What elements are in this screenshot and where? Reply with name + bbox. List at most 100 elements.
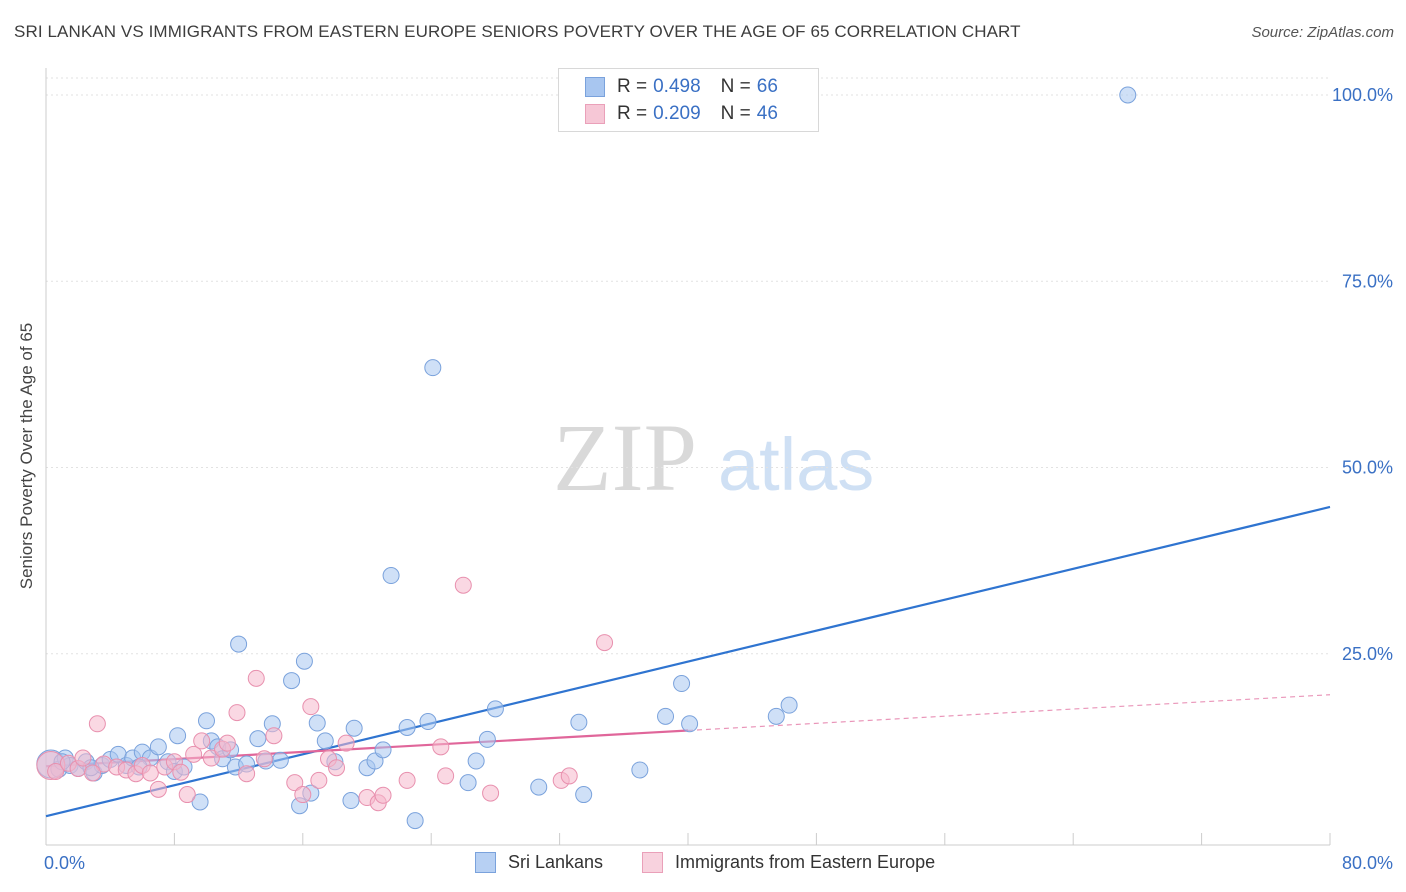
point-sri-lankans: [530, 778, 548, 796]
point-sri-lankans: [1119, 86, 1137, 104]
point-sri-lankans: [295, 652, 313, 670]
point-sri-lankans: [575, 786, 593, 804]
point-sri-lankans: [398, 719, 416, 737]
trend-extension-eastern-europe: [687, 694, 1331, 732]
point-sri-lankans: [198, 712, 215, 730]
point-eastern-europe: [286, 774, 304, 792]
legend-label-sri-lankans: Sri Lankans: [508, 852, 604, 872]
watermark-zip: ZIP: [553, 404, 697, 511]
y-axis-label: Seniors Poverty Over the Age of 65: [17, 322, 36, 590]
point-sri-lankans: [459, 774, 477, 792]
point-sri-lankans: [308, 714, 326, 732]
legend-n-label: N =: [720, 103, 751, 124]
legend-swatch-blue: [585, 77, 605, 97]
point-sri-lankans: [478, 730, 496, 748]
point-eastern-europe: [172, 763, 190, 781]
point-sri-lankans: [681, 715, 699, 733]
point-eastern-europe: [149, 780, 167, 798]
watermark: ZIP atlas: [553, 404, 874, 511]
point-sri-lankans: [767, 707, 785, 725]
point-eastern-europe: [228, 704, 246, 722]
legend-n-value: 66: [756, 76, 778, 97]
point-eastern-europe: [193, 732, 211, 750]
point-eastern-europe: [84, 764, 102, 782]
point-sri-lankans: [149, 738, 167, 756]
y-tick-label: 25.0%: [1342, 644, 1393, 664]
point-sri-lankans: [424, 359, 442, 377]
point-eastern-europe: [178, 786, 196, 804]
point-sri-lankans: [374, 741, 392, 759]
point-sri-lankans: [342, 792, 360, 810]
source-label: Source: ZipAtlas.com: [1251, 24, 1394, 41]
y-tick-label: 50.0%: [1342, 458, 1393, 478]
point-eastern-europe: [185, 745, 203, 763]
point-sri-lankans: [345, 719, 363, 737]
x-tick-label: 0.0%: [44, 853, 85, 873]
point-eastern-europe: [218, 734, 236, 752]
point-eastern-europe: [247, 669, 265, 687]
point-eastern-europe: [432, 738, 450, 756]
point-sri-lankans: [316, 732, 334, 750]
point-eastern-europe: [560, 767, 578, 785]
point-sri-lankans: [780, 696, 798, 714]
point-eastern-europe: [596, 634, 614, 652]
point-sri-lankans: [570, 713, 588, 731]
legend-row-eastern-europe: R = 0.209 N = 46: [585, 103, 778, 125]
point-sri-lankans: [657, 707, 675, 725]
point-eastern-europe: [482, 784, 500, 802]
x-tick-labels: 0.0% 80.0%: [44, 853, 1393, 873]
point-eastern-europe: [47, 762, 65, 780]
x-tick-label: 80.0%: [1342, 853, 1393, 873]
legend-item-sri-lankans: Sri Lankans: [475, 852, 603, 873]
legend-n-value: 46: [756, 103, 778, 124]
legend-swatch-blue: [475, 852, 496, 873]
point-eastern-europe: [265, 727, 283, 745]
legend-r-label: R =: [617, 76, 648, 97]
point-eastern-europe: [294, 786, 312, 804]
point-eastern-europe: [398, 771, 416, 789]
legend-item-eastern-europe: Immigrants from Eastern Europe: [642, 852, 935, 873]
point-eastern-europe: [454, 576, 472, 594]
point-sri-lankans: [486, 700, 504, 718]
stats-legend: R = 0.498 N = 66 R = 0.209 N = 46: [558, 68, 819, 132]
point-eastern-europe: [74, 749, 92, 767]
legend-swatch-pink: [642, 852, 663, 873]
point-sri-lankans: [467, 752, 485, 770]
point-eastern-europe: [437, 767, 455, 785]
legend-r-label: R =: [617, 103, 648, 124]
point-eastern-europe: [337, 734, 355, 752]
point-eastern-europe: [255, 750, 273, 768]
point-eastern-europe: [374, 786, 392, 804]
y-tick-label: 100.0%: [1332, 85, 1393, 105]
data-points: [36, 86, 1137, 830]
point-sri-lankans: [230, 635, 248, 653]
legend-swatch-pink: [585, 104, 605, 124]
point-sri-lankans: [191, 793, 209, 811]
gridlines: [46, 77, 1330, 655]
legend-n-label: N =: [720, 76, 751, 97]
watermark-atlas: atlas: [718, 423, 874, 506]
point-sri-lankans: [631, 761, 649, 779]
point-sri-lankans: [283, 672, 301, 690]
series-legend: Sri Lankans Immigrants from Eastern Euro…: [0, 852, 1406, 878]
point-eastern-europe: [141, 764, 159, 782]
legend-r-value: 0.498: [653, 76, 701, 97]
point-sri-lankans: [406, 812, 424, 830]
point-eastern-europe: [202, 749, 220, 767]
axes: [45, 68, 1331, 846]
point-sri-lankans: [382, 567, 400, 585]
point-sri-lankans: [271, 751, 289, 769]
legend-r-value: 0.209: [653, 103, 701, 124]
point-sri-lankans: [249, 730, 267, 748]
point-eastern-europe: [328, 759, 346, 777]
y-tick-labels: 25.0% 50.0% 75.0% 100.0%: [1332, 85, 1393, 664]
legend-label-eastern-europe: Immigrants from Eastern Europe: [675, 852, 936, 872]
point-eastern-europe: [302, 698, 320, 716]
point-eastern-europe: [238, 765, 256, 783]
chart-title: SRI LANKAN VS IMMIGRANTS FROM EASTERN EU…: [14, 22, 1021, 41]
point-sri-lankans: [673, 675, 691, 693]
point-sri-lankans: [169, 727, 187, 745]
y-tick-label: 75.0%: [1342, 271, 1393, 291]
legend-row-sri-lankans: R = 0.498 N = 66: [585, 76, 778, 98]
